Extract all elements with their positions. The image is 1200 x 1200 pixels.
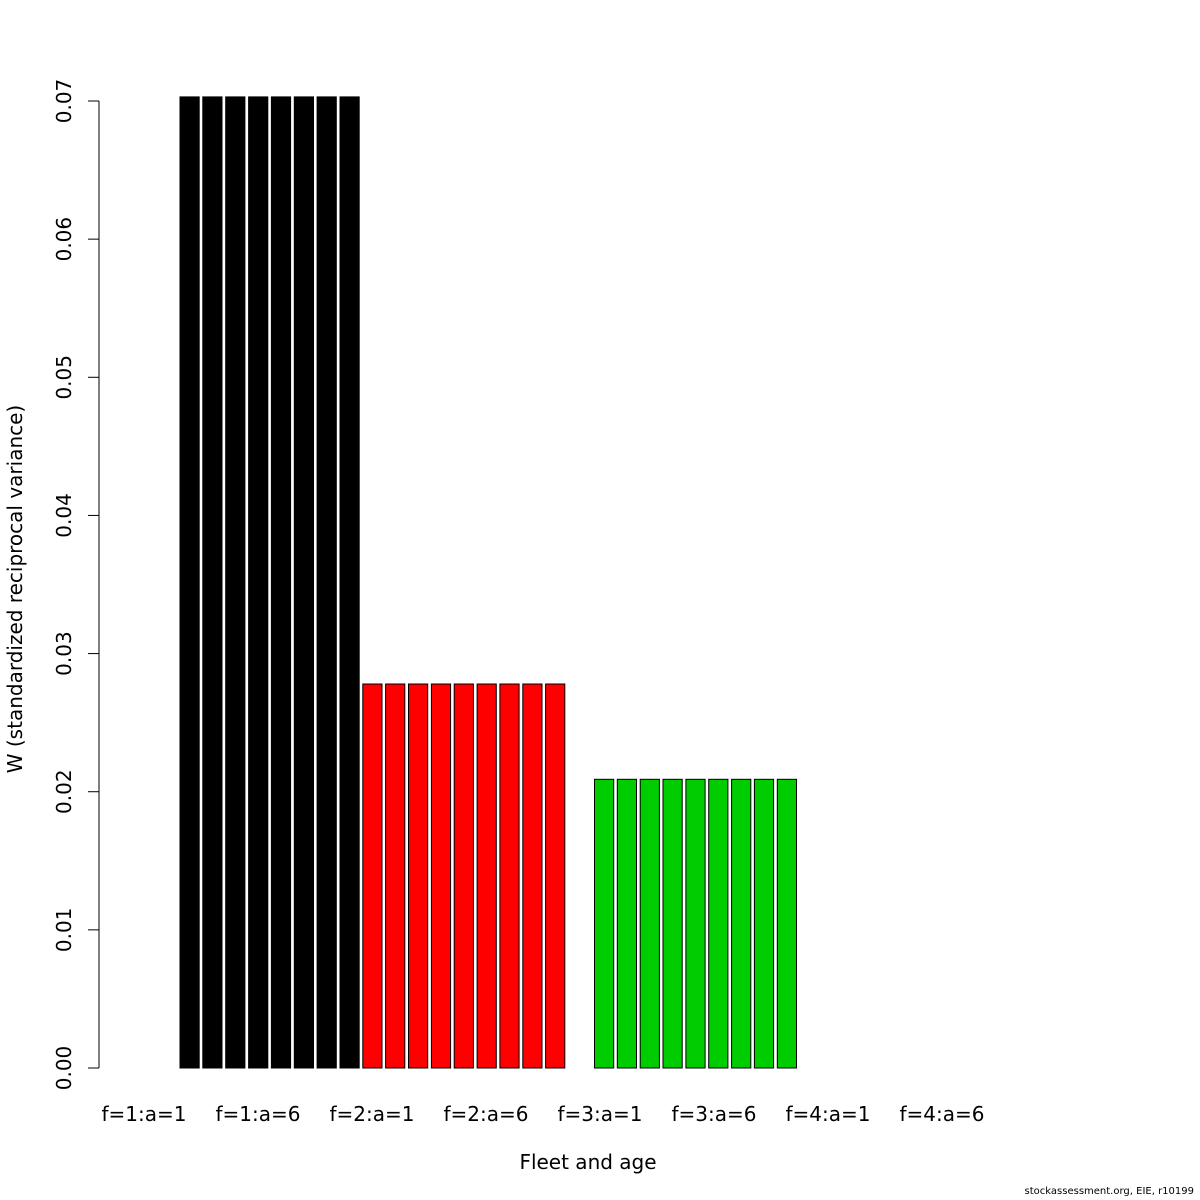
bar-fleet-2 bbox=[453, 683, 474, 1069]
x-tick-label: f=4:a=6 bbox=[900, 1102, 985, 1126]
bar-fleet-2 bbox=[408, 683, 429, 1069]
y-tick-label: 0.04 bbox=[52, 493, 76, 538]
y-tick-label: 0.07 bbox=[52, 79, 76, 124]
y-tick-label: 0.01 bbox=[52, 908, 76, 953]
bar-fleet-3 bbox=[753, 778, 775, 1069]
bar-fleet-3 bbox=[708, 778, 729, 1069]
bar-fleet-1 bbox=[270, 96, 292, 1069]
bar-fleet-1 bbox=[293, 96, 314, 1069]
x-tick-label: f=2:a=6 bbox=[444, 1102, 529, 1126]
bar-fleet-3 bbox=[685, 778, 706, 1069]
bar-fleet-3 bbox=[776, 778, 797, 1069]
bar-fleet-3 bbox=[594, 778, 615, 1069]
bar-fleet-1 bbox=[202, 96, 223, 1069]
x-tick-label: f=3:a=1 bbox=[558, 1102, 643, 1126]
bar-fleet-3 bbox=[616, 778, 637, 1069]
bar-fleet-1 bbox=[179, 96, 200, 1069]
y-tick-label: 0.06 bbox=[52, 217, 76, 262]
x-tick-label: f=2:a=1 bbox=[330, 1102, 415, 1126]
bars bbox=[179, 96, 797, 1069]
x-tick-label: f=4:a=1 bbox=[786, 1102, 871, 1126]
x-tick-label: f=1:a=1 bbox=[102, 1102, 187, 1126]
x-axis-label: Fleet and age bbox=[519, 1150, 656, 1174]
bar-fleet-1 bbox=[225, 96, 246, 1069]
bar-fleet-2 bbox=[545, 683, 566, 1069]
bar-fleet-1 bbox=[248, 96, 269, 1069]
bar-fleet-1 bbox=[339, 96, 360, 1069]
x-tick-label: f=1:a=6 bbox=[216, 1102, 301, 1126]
x-tick-labels: f=1:a=1 f=1:a=6 f=2:a=1 f=2:a=6 f=3:a=1 f=3:a… bbox=[102, 1102, 985, 1126]
y-tick-label: 0.00 bbox=[52, 1046, 76, 1091]
credit-text: stockassessment.org, EIE, r10199 bbox=[1024, 1186, 1194, 1197]
y-axis: 0.00 0.01 0.02 0.03 0.04 0.05 0.06 0.07 bbox=[52, 79, 100, 1091]
bar-fleet-2 bbox=[476, 683, 497, 1069]
y-tick-label: 0.05 bbox=[52, 355, 76, 400]
bar-fleet-3 bbox=[639, 778, 660, 1069]
bar-fleet-2 bbox=[385, 683, 406, 1069]
bar-fleet-2 bbox=[522, 683, 543, 1069]
y-axis-label: W (standardized reciprocal variance) bbox=[3, 405, 27, 774]
x-tick-label: f=3:a=6 bbox=[672, 1102, 757, 1126]
bar-fleet-2 bbox=[362, 683, 383, 1069]
y-tick-label: 0.02 bbox=[52, 769, 76, 814]
y-tick-label: 0.03 bbox=[52, 631, 76, 676]
bar-fleet-3 bbox=[731, 778, 752, 1069]
bar-fleet-2 bbox=[430, 683, 452, 1069]
bar-fleet-3 bbox=[662, 778, 683, 1069]
bar-fleet-1 bbox=[316, 96, 337, 1069]
bar-fleet-2 bbox=[499, 683, 520, 1069]
